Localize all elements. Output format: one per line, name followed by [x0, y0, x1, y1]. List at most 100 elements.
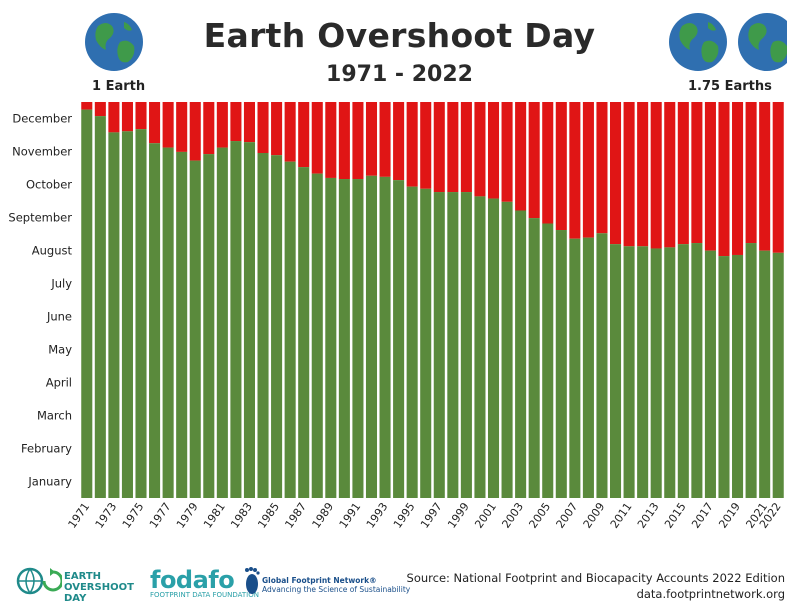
- bar-remaining-1984: [257, 102, 269, 153]
- x-tick-label: 2011: [608, 500, 635, 530]
- bar-remaining-1982: [230, 102, 242, 142]
- bar-2014: [664, 247, 676, 498]
- one-earth-label: 1 Earth: [92, 79, 146, 94]
- bar-2013: [650, 248, 662, 498]
- bar-remaining-2021: [759, 102, 771, 251]
- gfn-logo-text: Global Footprint Network® Advancing the …: [262, 576, 411, 594]
- bar-remaining-2012: [637, 102, 649, 247]
- source-text: Source: National Footprint and Biocapaci…: [407, 570, 785, 602]
- bar-1984: [257, 152, 269, 499]
- bar-remaining-2009: [596, 102, 608, 234]
- bar-remaining-1997: [433, 102, 445, 193]
- bar-2002: [501, 201, 513, 498]
- bar-1973: [108, 132, 120, 498]
- bar-2016: [691, 243, 703, 498]
- x-tick-label: 1987: [282, 500, 309, 530]
- earth-globe-icon: [738, 13, 787, 71]
- bar-remaining-2011: [623, 102, 635, 247]
- x-tick-label: 1993: [364, 500, 391, 530]
- bar-remaining-1994: [393, 102, 405, 181]
- footprint-icon: [245, 567, 260, 594]
- bar-remaining-2010: [610, 102, 622, 245]
- bar-1996: [420, 188, 432, 498]
- y-tick-label: August: [32, 244, 73, 258]
- earth-globe-icon: [669, 13, 727, 71]
- bar-1988: [311, 173, 323, 499]
- bar-remaining-2013: [650, 102, 662, 249]
- bar-1989: [325, 177, 337, 499]
- x-tick-label: 2017: [689, 500, 716, 530]
- bar-remaining-2000: [474, 102, 486, 197]
- bar-remaining-1992: [365, 102, 378, 176]
- bar-remaining-1985: [271, 102, 283, 156]
- bar-1975: [135, 129, 147, 498]
- bar-remaining-1998: [447, 102, 459, 193]
- bar-2007: [569, 238, 581, 499]
- fodafo-logo: fodafo: [150, 566, 235, 594]
- bar-remaining-2017: [704, 102, 716, 251]
- bar-1990: [338, 179, 350, 498]
- bar-1974: [121, 131, 133, 498]
- bar-1998: [447, 192, 459, 498]
- bar-1992: [365, 175, 378, 499]
- bar-remaining-2020: [745, 102, 757, 244]
- source-line-1: Source: National Footprint and Biocapaci…: [406, 571, 785, 585]
- bar-2001: [487, 198, 500, 498]
- bar-2020: [745, 243, 757, 498]
- fodafo-subtitle: FOOTPRINT DATA FOUNDATION: [150, 591, 259, 599]
- bar-remaining-2004: [528, 102, 540, 219]
- bar-2022: [772, 252, 784, 498]
- bar-remaining-1991: [352, 102, 364, 180]
- bar-1993: [379, 176, 391, 498]
- x-tick-label: 1983: [228, 500, 255, 530]
- x-tick-label: 2001: [472, 500, 499, 530]
- bar-remaining-1973: [108, 102, 120, 133]
- bar-1997: [433, 192, 445, 498]
- bar-1971: [81, 109, 93, 499]
- chart-subtitle: 1971 - 2022: [326, 62, 473, 87]
- bar-2004: [528, 218, 540, 498]
- y-tick-label: November: [12, 145, 72, 159]
- bar-remaining-2018: [718, 102, 730, 257]
- bar-remaining-1986: [284, 102, 296, 162]
- bar-remaining-1990: [338, 102, 350, 180]
- bar-remaining-2014: [664, 102, 676, 248]
- bar-1980: [203, 154, 215, 498]
- bar-2021: [759, 250, 771, 498]
- bar-1986: [284, 161, 296, 498]
- y-tick-label: December: [12, 112, 72, 126]
- bar-remaining-1978: [176, 102, 188, 152]
- x-tick-label: 1973: [93, 500, 120, 530]
- x-tick-label: 1977: [147, 500, 174, 530]
- bar-1983: [243, 142, 255, 499]
- y-tick-label: July: [50, 277, 72, 291]
- x-tick-label: 2009: [581, 500, 608, 530]
- y-tick-label: January: [27, 475, 72, 489]
- bar-remaining-2007: [569, 102, 581, 239]
- bar-2003: [515, 210, 527, 498]
- eod-logo-text: EARTH OVERSHOOT DAY: [64, 571, 134, 604]
- bar-remaining-1999: [460, 102, 472, 193]
- x-tick-label: 1981: [201, 500, 228, 530]
- x-tick-label: 2015: [662, 500, 689, 530]
- x-tick-label: 1971: [66, 500, 93, 530]
- bar-remaining-1975: [135, 102, 147, 130]
- y-tick-label: June: [46, 310, 72, 324]
- bar-2012: [637, 246, 649, 498]
- bar-1994: [393, 180, 405, 499]
- bar-remaining-1987: [298, 102, 310, 168]
- bar-2005: [542, 223, 554, 498]
- bar-remaining-2005: [542, 102, 554, 224]
- y-tick-label: May: [48, 343, 72, 357]
- x-tick-label: 1979: [174, 500, 201, 530]
- bar-2018: [718, 256, 730, 498]
- bar-1995: [406, 186, 418, 498]
- bar-remaining-2019: [732, 102, 744, 255]
- x-tick-label: 1995: [391, 500, 418, 530]
- bar-remaining-1989: [325, 102, 337, 178]
- bar-remaining-2002: [501, 102, 513, 202]
- x-tick-label: 1989: [310, 500, 337, 530]
- bar-remaining-2001: [487, 102, 500, 199]
- bar-2019: [732, 254, 744, 498]
- y-tick-label: October: [26, 178, 72, 192]
